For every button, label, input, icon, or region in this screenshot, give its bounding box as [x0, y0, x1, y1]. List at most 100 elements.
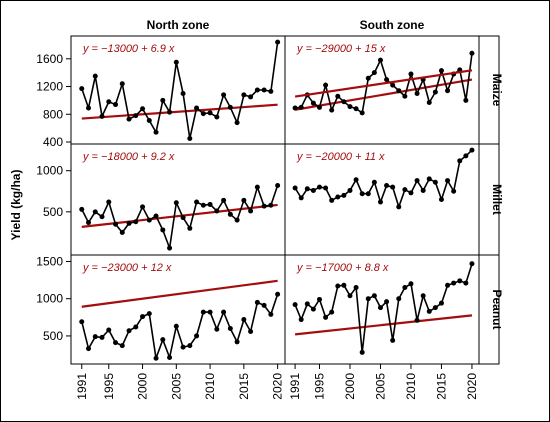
- data-point-north-zone-maize-1991: [79, 86, 85, 92]
- data-point-north-zone-maize-2017: [254, 87, 260, 93]
- data-point-north-zone-peanut-2001: [146, 311, 152, 317]
- data-point-south-zone-peanut-2007: [390, 337, 396, 343]
- x-tick-label-south-zone-1995: 1995: [312, 373, 326, 400]
- data-point-north-zone-maize-1996: [113, 102, 119, 108]
- data-point-south-zone-millet-1992: [298, 195, 304, 201]
- data-point-south-zone-peanut-1993: [304, 301, 310, 307]
- data-point-north-zone-millet-2014: [234, 217, 240, 223]
- series-line-south-zone-peanut: [294, 263, 473, 353]
- data-point-south-zone-millet-1996: [323, 185, 329, 191]
- data-point-south-zone-maize-2005: [377, 57, 383, 63]
- data-point-north-zone-millet-2005: [173, 200, 179, 206]
- data-point-south-zone-maize-2016: [445, 88, 451, 94]
- data-point-north-zone-maize-2003: [160, 97, 166, 103]
- data-point-north-zone-maize-2016: [248, 94, 254, 100]
- trend-line-north-zone-maize: [81, 103, 278, 120]
- equation-south-zone-millet: y = −20000 + 11 x: [296, 151, 385, 163]
- data-point-south-zone-maize-1992: [298, 104, 304, 110]
- column-title-south-zone: South zone: [360, 18, 425, 32]
- data-point-north-zone-peanut-1996: [113, 340, 119, 346]
- x-tick-label-south-zone-2010: 2010: [404, 373, 418, 400]
- x-tick-label-south-zone-2020: 2020: [465, 373, 479, 400]
- data-point-north-zone-millet-1997: [119, 229, 125, 235]
- data-point-north-zone-maize-2014: [234, 120, 240, 126]
- data-point-south-zone-peanut-2016: [445, 282, 451, 288]
- data-point-north-zone-millet-1991: [79, 206, 85, 212]
- data-point-north-zone-peanut-2000: [140, 314, 146, 320]
- data-point-north-zone-millet-1995: [106, 199, 112, 205]
- x-tick-label-north-zone-2010: 2010: [203, 373, 217, 400]
- data-point-south-zone-peanut-2017: [451, 280, 457, 286]
- data-point-south-zone-peanut-2015: [438, 300, 444, 306]
- data-point-south-zone-peanut-2000: [347, 293, 353, 299]
- data-point-south-zone-maize-2004: [371, 70, 377, 76]
- y-axis-label: Yield (kg/ha): [9, 170, 23, 241]
- data-point-south-zone-maize-2015: [438, 68, 444, 74]
- data-point-north-zone-peanut-2008: [194, 333, 200, 339]
- data-point-south-zone-millet-2008: [396, 204, 402, 210]
- data-point-north-zone-millet-2016: [248, 208, 254, 214]
- data-point-south-zone-maize-2014: [432, 89, 438, 95]
- equation-north-zone-maize: y = −13000 + 6.9 x: [82, 43, 175, 55]
- data-point-south-zone-millet-2019: [463, 153, 469, 159]
- data-point-south-zone-millet-2002: [359, 191, 365, 197]
- data-point-north-zone-peanut-2015: [241, 317, 247, 323]
- data-point-north-zone-peanut-1994: [99, 334, 105, 340]
- data-point-north-zone-millet-1999: [133, 219, 139, 225]
- data-point-north-zone-peanut-2018: [261, 302, 267, 308]
- data-point-north-zone-millet-1998: [126, 220, 132, 226]
- row-strip-peanut: [478, 254, 500, 365]
- data-point-south-zone-millet-2010: [408, 190, 414, 196]
- data-point-south-zone-peanut-2002: [359, 349, 365, 355]
- x-tick-label-north-zone-1991: 1991: [75, 373, 89, 400]
- y-tick-label-north-zone-maize-800: 800: [43, 107, 63, 121]
- column-title-north-zone: North zone: [147, 18, 210, 32]
- panel-north-zone-millet: y = −18000 + 9.2 x 500 1000: [36, 143, 286, 256]
- data-point-south-zone-maize-1994: [310, 100, 316, 106]
- data-point-south-zone-maize-2009: [402, 93, 408, 99]
- row-title-millet: Millet: [490, 184, 504, 215]
- data-point-north-zone-maize-2010: [207, 110, 213, 116]
- data-point-south-zone-peanut-2008: [396, 296, 402, 302]
- data-point-north-zone-maize-1997: [119, 81, 125, 87]
- data-point-north-zone-millet-2020: [275, 183, 281, 189]
- trend-line-south-zone-peanut: [294, 314, 473, 336]
- data-point-north-zone-peanut-1992: [86, 346, 92, 352]
- data-point-south-zone-peanut-1995: [316, 296, 322, 302]
- data-point-south-zone-maize-2006: [384, 77, 390, 83]
- data-point-north-zone-peanut-1998: [126, 328, 132, 334]
- data-point-south-zone-millet-2007: [390, 184, 396, 190]
- trend-line-south-zone-maize: [294, 78, 473, 111]
- data-point-south-zone-maize-2020: [469, 50, 475, 56]
- data-point-south-zone-peanut-2003: [365, 296, 371, 302]
- data-point-south-zone-millet-2015: [438, 197, 444, 202]
- data-point-south-zone-millet-2000: [347, 187, 353, 193]
- data-point-south-zone-maize-1991: [292, 105, 298, 111]
- data-point-south-zone-peanut-2001: [353, 285, 359, 291]
- data-point-north-zone-peanut-2006: [180, 344, 186, 350]
- equation-north-zone-millet: y = −18000 + 9.2 x: [82, 151, 175, 163]
- data-point-north-zone-millet-2011: [214, 208, 220, 214]
- data-point-north-zone-maize-2007: [187, 136, 193, 142]
- data-point-north-zone-peanut-2016: [248, 328, 254, 334]
- data-point-south-zone-peanut-2020: [469, 261, 475, 267]
- x-tick-label-south-zone-2015: 2015: [434, 373, 448, 400]
- data-point-north-zone-millet-2002: [153, 213, 159, 219]
- data-point-south-zone-millet-2013: [426, 176, 432, 182]
- data-point-north-zone-peanut-1993: [92, 334, 98, 340]
- data-point-north-zone-maize-2011: [214, 114, 220, 120]
- data-point-south-zone-maize-2008: [396, 88, 402, 94]
- data-point-south-zone-millet-2001: [353, 177, 359, 183]
- data-point-south-zone-millet-2020: [469, 147, 475, 153]
- y-tick-label-north-zone-millet-1000: 1000: [36, 164, 63, 178]
- data-point-south-zone-peanut-1998: [335, 283, 341, 289]
- data-point-north-zone-maize-2020: [275, 39, 281, 45]
- data-point-north-zone-maize-2013: [227, 104, 233, 110]
- data-point-north-zone-maize-2018: [261, 87, 267, 93]
- data-point-north-zone-peanut-1991: [79, 319, 85, 325]
- y-tick-label-north-zone-peanut-1500: 1500: [36, 254, 63, 268]
- data-point-north-zone-millet-2009: [200, 202, 206, 208]
- data-point-north-zone-peanut-2014: [234, 339, 240, 345]
- row-title-maize: Maize: [490, 74, 504, 107]
- data-point-north-zone-maize-1992: [86, 105, 92, 111]
